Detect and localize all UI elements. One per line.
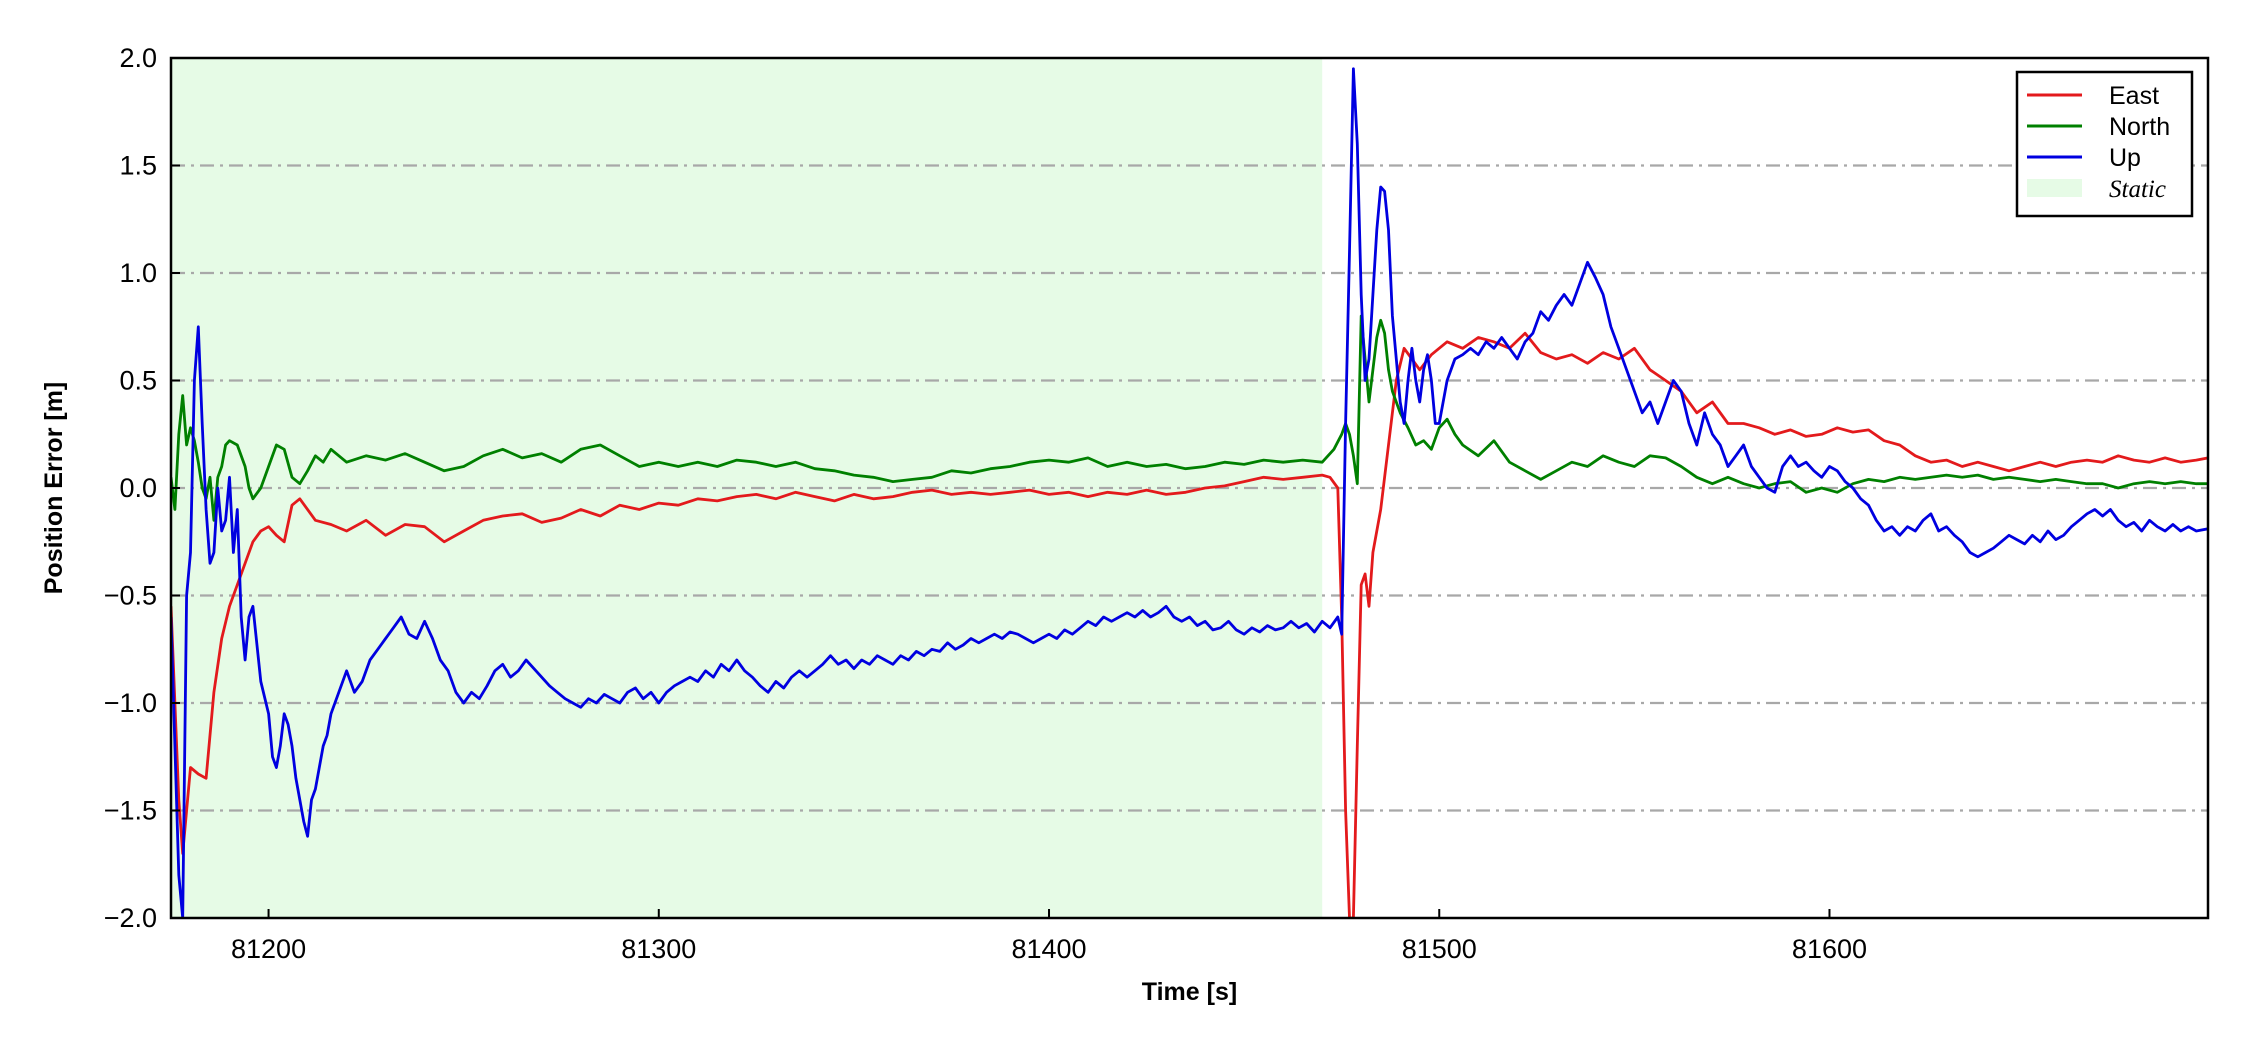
legend-label-north: North bbox=[2109, 113, 2170, 141]
x-tick-label: 81600 bbox=[1792, 934, 1867, 964]
legend-swatch-static bbox=[2027, 179, 2082, 197]
x-tick-label: 81500 bbox=[1402, 934, 1477, 964]
y-tick-label: 2.0 bbox=[119, 43, 157, 73]
y-tick-label: 1.5 bbox=[119, 151, 157, 181]
legend-label-static: Static bbox=[2109, 176, 2166, 203]
series-layer bbox=[171, 67, 2208, 918]
legend-label-east: East bbox=[2109, 82, 2159, 110]
y-tick-label: 0.0 bbox=[119, 473, 157, 503]
x-axis-title: Time [s] bbox=[1142, 978, 1237, 1006]
y-tick-label: −1.0 bbox=[104, 688, 157, 718]
legend-label-up: Up bbox=[2109, 144, 2141, 172]
y-tick-label: −0.5 bbox=[104, 581, 157, 611]
grid-layer bbox=[171, 164, 2208, 812]
y-tick-label: −2.0 bbox=[104, 903, 157, 933]
series-line-up bbox=[171, 67, 2208, 918]
series-line-north bbox=[171, 314, 2208, 522]
y-tick-label: 1.0 bbox=[119, 258, 157, 288]
y-axis-title: Position Error [m] bbox=[40, 382, 68, 595]
series-line-east bbox=[171, 331, 2208, 918]
x-tick-label: 81300 bbox=[621, 934, 696, 964]
x-tick-label: 81200 bbox=[231, 934, 306, 964]
y-tick-label: 0.5 bbox=[119, 366, 157, 396]
tick-layer: 81200 81300 81400 81500 81600 −2.0 −1.5 −1.0 −0.… bbox=[104, 43, 1867, 964]
legend: East North Up Static bbox=[2015, 70, 2194, 218]
y-tick-label: −1.5 bbox=[104, 796, 157, 826]
x-tick-label: 81400 bbox=[1011, 934, 1086, 964]
